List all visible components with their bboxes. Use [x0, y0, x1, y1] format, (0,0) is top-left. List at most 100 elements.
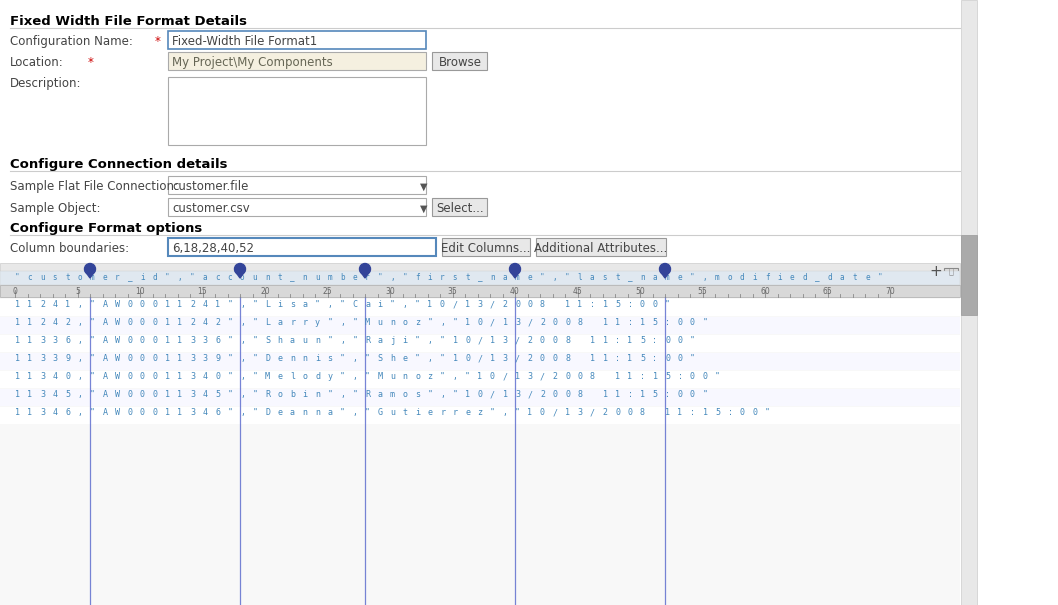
- Text: 8: 8: [565, 336, 570, 345]
- Text: h: h: [277, 336, 282, 345]
- Text: /: /: [490, 318, 495, 327]
- Text: ,: ,: [440, 318, 445, 327]
- Text: ": ": [415, 300, 420, 309]
- Text: r: r: [365, 273, 369, 282]
- Text: m: m: [515, 273, 519, 282]
- Text: u: u: [390, 372, 395, 381]
- Circle shape: [360, 264, 370, 275]
- Text: 6: 6: [215, 336, 220, 345]
- Circle shape: [85, 264, 95, 275]
- Text: t: t: [277, 273, 282, 282]
- Text: i: i: [140, 273, 145, 282]
- Text: 0: 0: [140, 372, 145, 381]
- Text: :: :: [653, 336, 657, 345]
- Text: 0: 0: [477, 390, 482, 399]
- Text: o: o: [728, 273, 732, 282]
- Text: ": ": [703, 390, 708, 399]
- Text: ,: ,: [552, 273, 558, 282]
- Text: 0: 0: [466, 336, 470, 345]
- Text: :: :: [615, 354, 620, 363]
- Text: a: a: [653, 273, 657, 282]
- Text: :: :: [665, 390, 670, 399]
- Text: ": ": [315, 300, 320, 309]
- Text: 3: 3: [40, 336, 45, 345]
- Text: e: e: [790, 273, 795, 282]
- Text: 1: 1: [215, 300, 220, 309]
- Text: s: s: [415, 390, 420, 399]
- Text: b: b: [290, 390, 295, 399]
- Text: 1: 1: [28, 408, 33, 417]
- Text: 0: 0: [640, 300, 645, 309]
- Text: customer.csv: customer.csv: [172, 202, 250, 215]
- Text: :: :: [728, 408, 732, 417]
- Text: 2: 2: [528, 336, 532, 345]
- Text: ": ": [352, 318, 358, 327]
- Text: 1: 1: [165, 336, 170, 345]
- Text: t: t: [853, 273, 857, 282]
- Text: u: u: [253, 273, 257, 282]
- Text: ": ": [466, 372, 470, 381]
- Text: o: o: [240, 273, 244, 282]
- Bar: [168, 176, 426, 194]
- Text: e: e: [352, 273, 358, 282]
- Text: l: l: [290, 372, 295, 381]
- Text: /: /: [528, 390, 532, 399]
- Text: /: /: [515, 336, 519, 345]
- Text: 3: 3: [477, 300, 482, 309]
- Text: 1: 1: [653, 372, 657, 381]
- Text: 0: 0: [565, 372, 570, 381]
- Text: a: a: [503, 273, 507, 282]
- Text: ": ": [227, 390, 233, 399]
- Text: n: n: [390, 318, 395, 327]
- Text: i: i: [378, 300, 383, 309]
- Text: 1: 1: [28, 318, 33, 327]
- Text: ,: ,: [503, 408, 508, 417]
- Text: ,: ,: [390, 273, 395, 282]
- Text: 0: 0: [528, 300, 532, 309]
- Text: t: t: [402, 408, 407, 417]
- Text: 0: 0: [552, 336, 558, 345]
- Text: D: D: [264, 408, 270, 417]
- Text: 0: 0: [13, 287, 17, 296]
- Text: a: a: [202, 273, 207, 282]
- Text: _: _: [627, 273, 632, 282]
- Text: n: n: [264, 273, 270, 282]
- Text: :: :: [640, 372, 645, 381]
- Bar: [0, 263, 960, 285]
- Text: 5: 5: [653, 318, 657, 327]
- Text: r: r: [453, 408, 457, 417]
- Text: n: n: [290, 354, 295, 363]
- Text: W: W: [115, 300, 120, 309]
- Text: i: i: [303, 390, 308, 399]
- Text: Select...: Select...: [436, 202, 484, 215]
- Text: 4: 4: [53, 408, 57, 417]
- Text: ,: ,: [77, 336, 83, 345]
- Text: /: /: [453, 300, 457, 309]
- Text: t: t: [65, 273, 70, 282]
- Text: 3: 3: [53, 336, 57, 345]
- Text: b: b: [340, 273, 345, 282]
- Text: /: /: [515, 354, 519, 363]
- Text: 6: 6: [65, 336, 70, 345]
- Text: S: S: [264, 336, 270, 345]
- Circle shape: [510, 264, 521, 275]
- Text: /: /: [528, 318, 532, 327]
- Bar: [432, 52, 487, 70]
- Text: ,: ,: [77, 354, 83, 363]
- Text: ": ": [227, 318, 233, 327]
- Text: 15: 15: [198, 287, 207, 296]
- Text: ": ": [15, 273, 20, 282]
- Text: A: A: [103, 372, 108, 381]
- Text: ,: ,: [77, 300, 83, 309]
- Text: 4: 4: [202, 318, 207, 327]
- Text: /: /: [552, 408, 558, 417]
- Text: 0: 0: [540, 354, 545, 363]
- Text: 1: 1: [178, 336, 182, 345]
- Text: d: d: [315, 372, 320, 381]
- Text: 1: 1: [427, 300, 433, 309]
- Text: 5: 5: [640, 336, 645, 345]
- Text: c: c: [215, 273, 220, 282]
- Bar: [0, 353, 960, 370]
- Text: u: u: [303, 336, 308, 345]
- Text: /: /: [490, 300, 495, 309]
